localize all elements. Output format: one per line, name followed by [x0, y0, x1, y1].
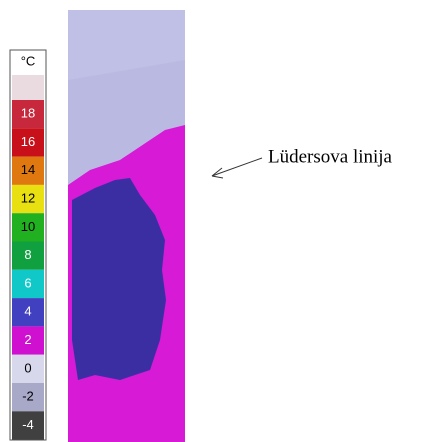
scale-band [12, 298, 44, 327]
annotation: Lüdersova linija [268, 146, 393, 167]
scale-band [12, 128, 44, 157]
scale-band [12, 269, 44, 299]
scale-band [12, 354, 44, 383]
scale-label: 14 [21, 162, 35, 177]
cold-top [68, 10, 185, 80]
warm-core [72, 178, 166, 380]
scale-label: 12 [21, 190, 35, 205]
scale-band [12, 326, 44, 355]
scale-band [12, 213, 44, 242]
arrow-line [211, 157, 263, 177]
scale-band [12, 184, 44, 214]
color-scale: °C 18 16 14 12 10 8 6 4 2 0 -2 -4 [9, 49, 47, 441]
scale-label: 18 [21, 106, 35, 121]
thermal-image [68, 10, 185, 442]
scale-label: 6 [24, 275, 31, 290]
scale-band [12, 411, 44, 440]
scale-label: 4 [24, 304, 31, 319]
scale-label: -2 [22, 389, 34, 404]
scale-unit: °C [21, 53, 36, 68]
scale-label: 10 [21, 219, 35, 234]
scale-top [12, 75, 44, 100]
scale-label: 0 [24, 360, 31, 375]
arrow-head [211, 167, 224, 179]
scale-band [12, 156, 44, 185]
scale-label: 8 [24, 247, 31, 262]
scale-label: 16 [21, 134, 35, 149]
scale-label: -4 [22, 417, 34, 432]
scale-label: 2 [24, 332, 31, 347]
scale-band [12, 100, 44, 129]
scale-band [12, 383, 44, 412]
scale-band [12, 241, 44, 270]
